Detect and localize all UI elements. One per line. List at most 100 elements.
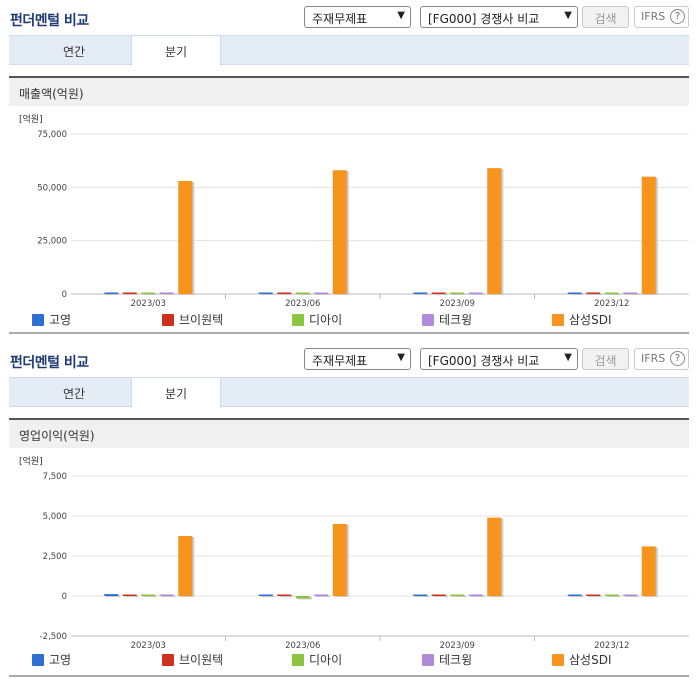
bar-shadow (161, 293, 176, 295)
x-tick-label: 2023/09 (440, 641, 475, 650)
peer-select-value: [FG000] 경쟁사 비교 (428, 354, 540, 368)
bar (431, 292, 446, 294)
bar (295, 596, 310, 599)
fundamental-panel-revenue: 펀더멘털 비교 주재무제표 ▼ [FG000] 경쟁사 비교 ▼ 검색 IFRS… (0, 0, 696, 340)
bar-shadow (625, 293, 640, 295)
ifrs-help-button[interactable]: IFRS ? (634, 6, 689, 28)
legend-swatch (162, 654, 174, 666)
peer-select-value: [FG000] 경쟁사 비교 (428, 12, 540, 26)
tab-annual[interactable]: 연간 (62, 387, 86, 401)
operating-profit-bar-chart: [억원] -2,500 0 2,500 5,000 7,500 2023/03 2023/06… (19, 455, 689, 650)
y-tick-label: 0 (62, 290, 67, 300)
bar (122, 594, 137, 596)
bar-shadow (279, 293, 294, 295)
x-tick-label: 2023/12 (594, 299, 629, 308)
bar (277, 292, 292, 294)
bar (623, 594, 638, 596)
panel-divider (9, 675, 689, 677)
bar (413, 594, 428, 596)
bar (314, 594, 329, 596)
tab-quarterly[interactable]: 분기 (131, 378, 221, 408)
legend-label: 삼성SDI (569, 313, 612, 327)
chart-legend: 고영 브이원텍 디아이 테크윙 삼성SDI (32, 311, 672, 327)
bar-shadow (106, 293, 121, 295)
x-tick-label: 2023/06 (285, 299, 320, 308)
legend-item-vwontech[interactable]: 브이원텍 (162, 311, 223, 328)
ifrs-help-button[interactable]: IFRS ? (634, 348, 689, 370)
chevron-down-icon: ▼ (397, 10, 405, 21)
panel-header: 펀더멘털 비교 주재무제표 ▼ [FG000] 경쟁사 비교 ▼ 검색 IFRS… (0, 0, 696, 32)
bar (487, 168, 502, 294)
bar-shadow (433, 595, 448, 597)
bar (586, 594, 601, 596)
statement-select[interactable]: 주재무제표 ▼ (304, 6, 411, 28)
legend-item-techwing[interactable]: 테크윙 (422, 651, 472, 668)
bar (178, 180, 193, 294)
bar (431, 594, 446, 596)
bar (141, 292, 156, 294)
legend-label: 디아이 (309, 653, 343, 667)
bar-shadow (316, 595, 331, 597)
bar-shadow (279, 595, 294, 597)
bar (641, 546, 656, 596)
tab-annual[interactable]: 연간 (62, 45, 86, 59)
bar-shadow (569, 293, 584, 295)
search-button[interactable]: 검색 (582, 348, 629, 370)
bar (141, 594, 156, 596)
legend-swatch (552, 314, 564, 326)
legend-item-di[interactable]: 디아이 (292, 311, 342, 328)
bar-shadow (470, 595, 485, 597)
search-button[interactable]: 검색 (582, 6, 629, 28)
y-axis-unit-label: [억원] (19, 113, 43, 125)
legend-label: 고영 (49, 313, 72, 327)
legend-item-goyoung[interactable]: 고영 (32, 311, 71, 328)
peer-select[interactable]: [FG000] 경쟁사 비교 ▼ (420, 6, 578, 28)
x-tick-label: 2023/06 (285, 641, 320, 650)
bar-shadow (415, 595, 430, 597)
period-tabs: 연간 분기 (9, 377, 689, 408)
bar (641, 176, 656, 294)
bar (159, 594, 174, 596)
legend-label: 브이원텍 (179, 653, 224, 667)
bar (468, 292, 483, 294)
legend-label: 테크윙 (439, 653, 473, 667)
bar (159, 292, 174, 294)
tab-quarterly[interactable]: 분기 (131, 36, 221, 66)
y-tick-label: 50,000 (37, 183, 67, 193)
legend-label: 고영 (49, 653, 72, 667)
bar (604, 292, 619, 294)
bar-shadow (470, 293, 485, 295)
bar-shadow (452, 595, 467, 597)
chart-legend: 고영 브이원텍 디아이 테크윙 삼성SDI (32, 651, 672, 667)
y-axis-unit-label: [억원] (19, 455, 43, 467)
bar (450, 594, 465, 596)
period-tabs: 연간 분기 (9, 35, 689, 66)
legend-swatch (162, 314, 174, 326)
metric-label: 영업이익(억원) (9, 418, 689, 448)
bar-shadow (625, 595, 640, 597)
help-icon: ? (670, 9, 685, 24)
y-tick-label: 0 (62, 592, 67, 602)
bar (468, 594, 483, 596)
legend-item-di[interactable]: 디아이 (292, 651, 342, 668)
bar-shadow (124, 293, 139, 295)
bar (277, 594, 292, 596)
bar (332, 170, 347, 294)
ifrs-label: IFRS (641, 352, 666, 365)
peer-select[interactable]: [FG000] 경쟁사 비교 ▼ (420, 348, 578, 370)
legend-item-goyoung[interactable]: 고영 (32, 651, 71, 668)
bar-shadow (452, 293, 467, 295)
bar (413, 292, 428, 294)
bar (487, 517, 502, 596)
legend-item-techwing[interactable]: 테크윙 (422, 311, 472, 328)
legend-swatch (422, 314, 434, 326)
legend-item-vwontech[interactable]: 브이원텍 (162, 651, 223, 668)
legend-swatch (32, 654, 44, 666)
legend-label: 디아이 (309, 313, 343, 327)
legend-item-samsungsdi[interactable]: 삼성SDI (552, 311, 611, 328)
bar-shadow (433, 293, 448, 295)
legend-item-samsungsdi[interactable]: 삼성SDI (552, 651, 611, 668)
legend-swatch (552, 654, 564, 666)
legend-label: 테크윙 (439, 313, 473, 327)
statement-select[interactable]: 주재무제표 ▼ (304, 348, 411, 370)
